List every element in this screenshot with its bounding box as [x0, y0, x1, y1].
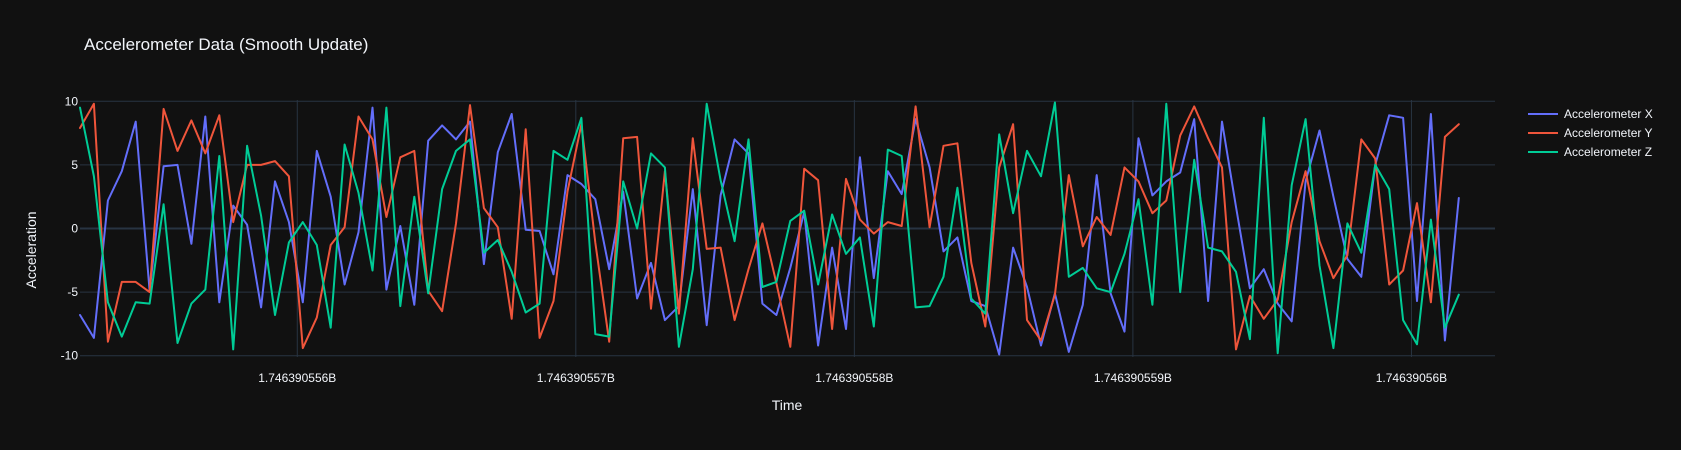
series-line-accelerometer-z[interactable]	[79, 101, 1460, 355]
x-tick-labels: 1.746390556B 1.746390557B 1.746390558B 1.74…	[258, 371, 1447, 385]
y-tick-label: -10	[61, 349, 79, 363]
y-axis-title: Acceleration	[23, 211, 39, 288]
y-tick-label: 5	[71, 158, 78, 172]
legend-item[interactable]: Accelerometer Z	[1528, 145, 1652, 159]
legend-label: Accelerometer Z	[1564, 145, 1652, 159]
x-axis-title: Time	[772, 397, 803, 413]
y-tick-labels: 10 5 0 -5 -10	[61, 94, 79, 362]
x-tick-label: 1.746390556B	[258, 371, 336, 385]
legend-label: Accelerometer X	[1564, 107, 1653, 121]
y-tick-label: 10	[65, 94, 79, 108]
grid-layer	[80, 100, 1495, 357]
series-line-accelerometer-y[interactable]	[79, 102, 1460, 351]
legend[interactable]: Accelerometer X Accelerometer Y Accelerome…	[1528, 107, 1653, 159]
y-tick-label: -5	[67, 285, 78, 299]
x-tick-label: 1.746390557B	[537, 371, 615, 385]
x-tick-label: 1.746390559B	[1094, 371, 1172, 385]
legend-item[interactable]: Accelerometer X	[1528, 107, 1653, 121]
x-tick-label: 1.746390558B	[815, 371, 893, 385]
x-tick-label: 1.74639056B	[1376, 371, 1447, 385]
legend-label: Accelerometer Y	[1564, 126, 1652, 140]
series-line-accelerometer-x[interactable]	[79, 106, 1460, 356]
chart-title: Accelerometer Data (Smooth Update)	[84, 35, 368, 54]
series-layer	[79, 101, 1460, 356]
y-tick-label: 0	[71, 222, 78, 236]
legend-item[interactable]: Accelerometer Y	[1528, 126, 1652, 140]
